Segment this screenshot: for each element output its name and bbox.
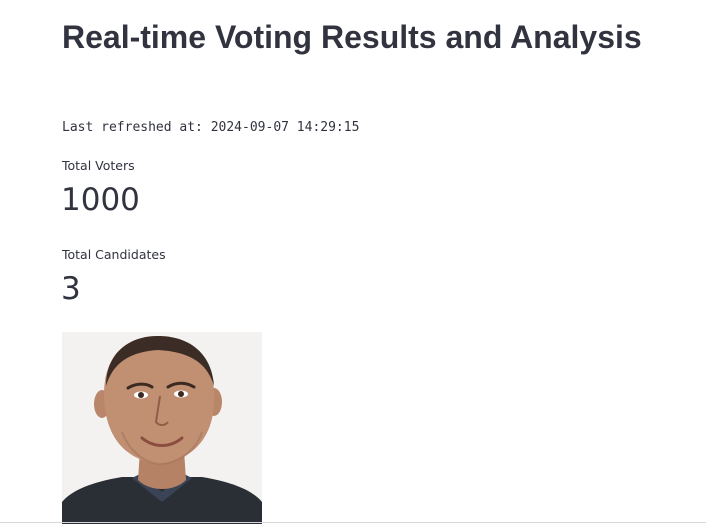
candidate-photo — [62, 332, 262, 524]
total-voters-value: 1000 — [61, 182, 140, 218]
total-candidates-label: Total Candidates — [62, 247, 166, 262]
total-candidates-value: 3 — [61, 271, 81, 307]
candidate-portrait-icon — [62, 332, 262, 524]
bottom-divider — [0, 522, 706, 523]
last-refreshed-text: Last refreshed at: 2024-09-07 14:29:15 — [62, 120, 360, 135]
page-title: Real-time Voting Results and Analysis — [62, 19, 642, 55]
total-voters-label: Total Voters — [62, 158, 135, 173]
